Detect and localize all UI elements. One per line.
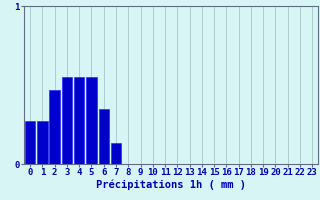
Bar [99,109,109,164]
Bar [74,77,84,164]
Bar [111,143,121,164]
Bar [25,121,35,164]
X-axis label: Précipitations 1h ( mm ): Précipitations 1h ( mm ) [96,180,246,190]
Bar [50,90,60,164]
Bar [37,121,48,164]
Bar [62,77,72,164]
Bar [86,77,97,164]
